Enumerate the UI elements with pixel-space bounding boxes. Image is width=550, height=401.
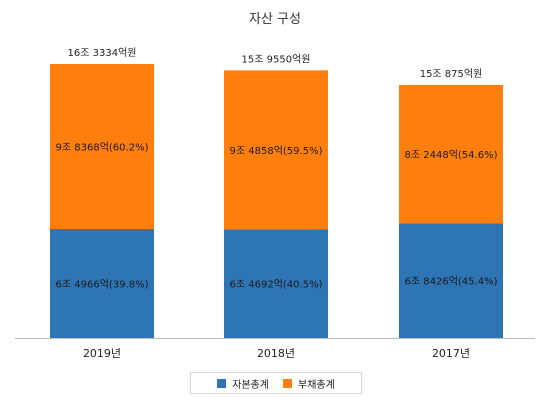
x-tick-label-3: 2017년 (432, 347, 470, 360)
legend-swatch-equity (217, 378, 227, 388)
x-tick-label-1: 2019년 (83, 347, 121, 360)
bar-segment-liabilities-2 (224, 70, 328, 230)
bar-segment-liabilities-1 (50, 64, 154, 230)
chart-legend: 자본총계 부채총계 (190, 372, 362, 394)
bar-segment-equity-1 (50, 229, 154, 338)
total-label-3: 15조 875억원 (420, 68, 483, 80)
legend-label-equity: 자본총계 (232, 379, 269, 391)
total-label-2: 15조 9550억원 (242, 53, 311, 65)
legend-label-liabilities: 부채총계 (298, 379, 335, 391)
bar-segment-equity-2 (224, 229, 328, 338)
bar-segment-equity-3 (399, 223, 503, 338)
segment-label-liabilities-1: 9조 8368억(60.2%) (56, 142, 149, 154)
segment-label-equity-1: 6조 4966억(39.8%) (56, 279, 149, 291)
chart-title: 자산 구성 (249, 12, 301, 27)
segment-label-equity-3: 6조 8426억(45.4%) (405, 276, 498, 288)
bar-segment-liabilities-3 (399, 84, 503, 224)
segment-label-liabilities-3: 8조 2448억(54.6%) (405, 149, 498, 161)
x-tick-label-2: 2018년 (257, 347, 295, 360)
legend-item-equity: 자본총계 (217, 376, 269, 391)
segment-label-liabilities-2: 9조 4858억(59.5%) (230, 145, 323, 157)
legend-swatch-liabilities (283, 378, 292, 388)
total-label-1: 16조 3334억원 (68, 47, 137, 59)
legend-item-liabilities: 부채총계 (283, 376, 335, 391)
segment-label-equity-2: 6조 4692억(40.5%) (230, 279, 323, 291)
